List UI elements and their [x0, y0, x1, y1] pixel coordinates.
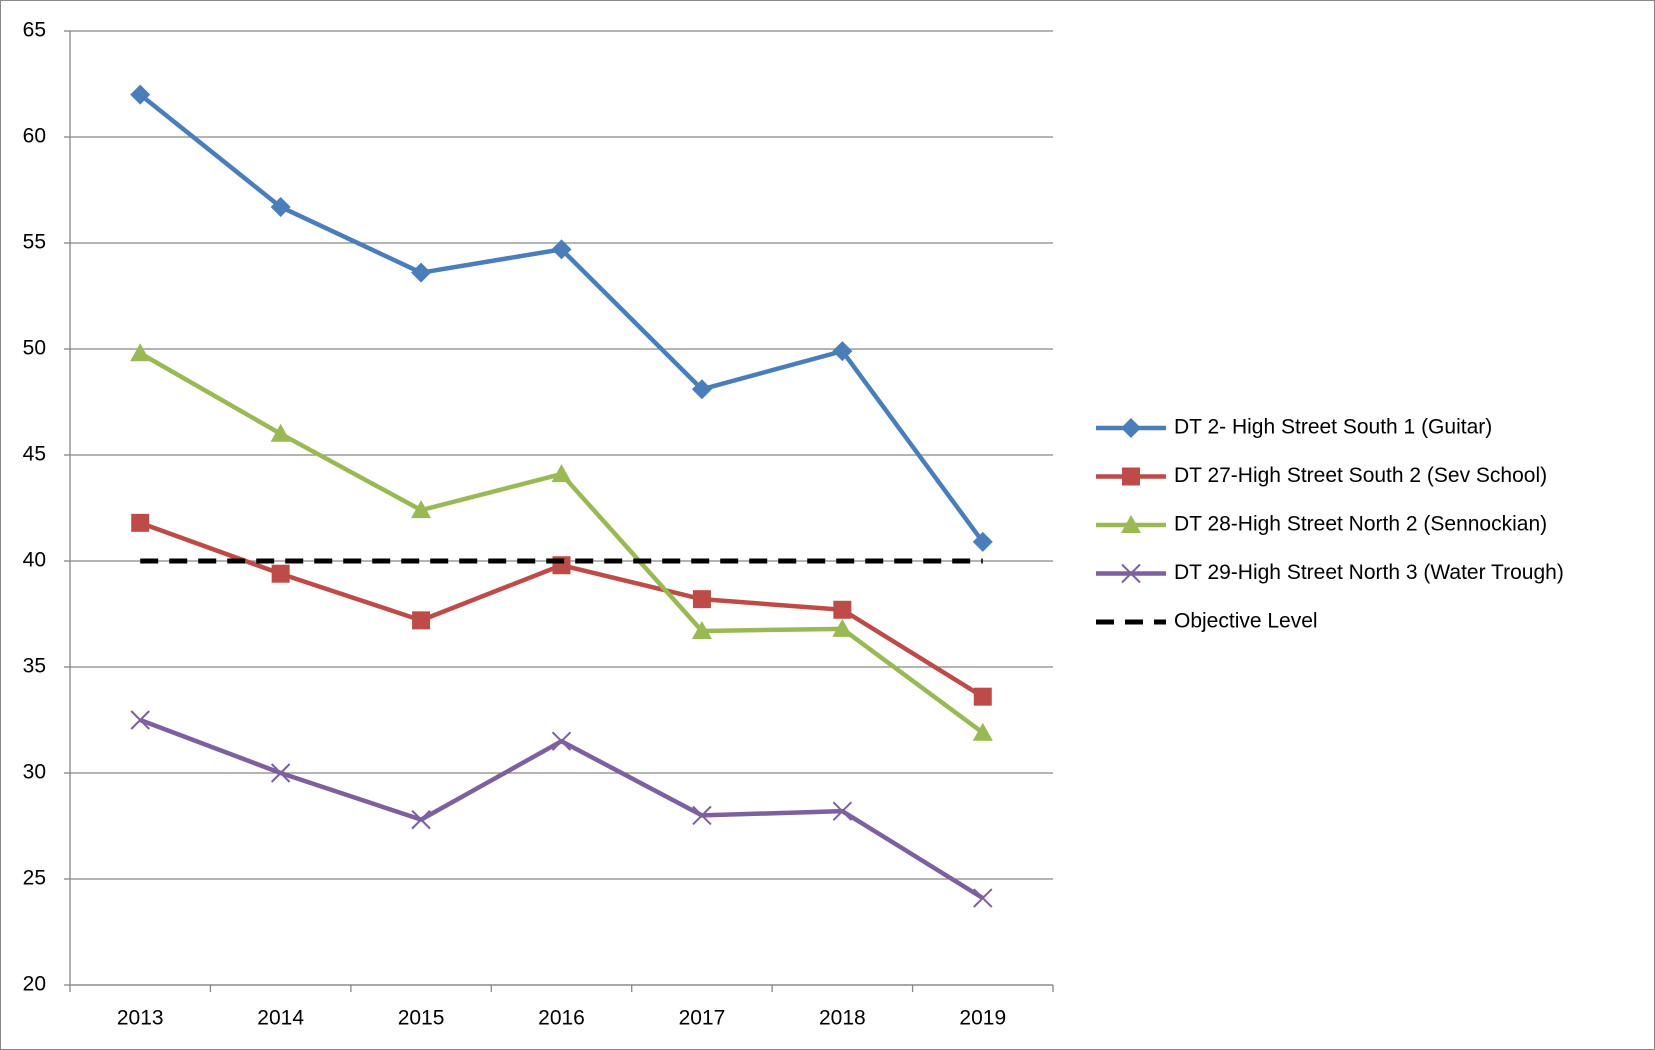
x-tick-label: 2017: [679, 1007, 726, 1030]
marker: [832, 618, 853, 637]
legend-label: DT 2- High Street South 1 (Guitar): [1174, 416, 1492, 439]
marker: [1121, 418, 1141, 438]
x-tick-label: 2019: [959, 1007, 1006, 1030]
marker: [411, 500, 432, 519]
marker: [972, 722, 993, 741]
marker: [832, 801, 853, 821]
marker: [551, 464, 572, 483]
legend-label: DT 28-High Street North 2 (Sennockian): [1174, 513, 1547, 536]
marker: [691, 620, 712, 639]
y-tick-label: 50: [23, 337, 46, 360]
y-tick-label: 60: [23, 125, 46, 148]
marker: [130, 343, 151, 362]
marker: [833, 600, 852, 619]
marker: [1122, 467, 1140, 486]
marker: [692, 805, 712, 826]
marker: [412, 611, 431, 630]
y-tick-label: 35: [23, 655, 46, 678]
marker: [271, 564, 290, 583]
marker: [973, 888, 993, 908]
marker: [270, 423, 291, 442]
legend-label: Objective Level: [1174, 610, 1318, 633]
y-tick-label: 55: [23, 231, 46, 254]
marker: [270, 763, 291, 783]
marker: [130, 84, 151, 105]
marker: [973, 687, 992, 706]
legend-label: DT 27-High Street South 2 (Sev School): [1174, 464, 1547, 487]
marker: [411, 262, 432, 283]
marker: [551, 731, 572, 751]
y-tick-label: 30: [23, 761, 46, 784]
marker: [1121, 563, 1141, 584]
marker: [1121, 515, 1141, 533]
y-tick-label: 65: [23, 19, 46, 42]
x-tick-label: 2014: [257, 1007, 304, 1030]
marker: [131, 513, 150, 532]
marker: [130, 710, 150, 730]
marker: [411, 809, 431, 830]
x-tick-label: 2013: [117, 1007, 164, 1030]
marker: [972, 531, 993, 552]
x-tick-label: 2015: [398, 1007, 445, 1030]
marker: [551, 239, 572, 260]
y-tick-label: 25: [23, 867, 46, 890]
marker: [691, 379, 712, 400]
x-tick-label: 2018: [819, 1007, 866, 1030]
y-tick-label: 40: [23, 549, 46, 572]
marker: [692, 590, 711, 609]
y-tick-label: 20: [23, 973, 46, 996]
x-tick-label: 2016: [538, 1007, 585, 1030]
marker: [270, 196, 291, 217]
marker: [832, 341, 853, 362]
legend-label: DT 29-High Street North 3 (Water Trough): [1174, 561, 1564, 584]
y-tick-label: 45: [23, 443, 46, 466]
